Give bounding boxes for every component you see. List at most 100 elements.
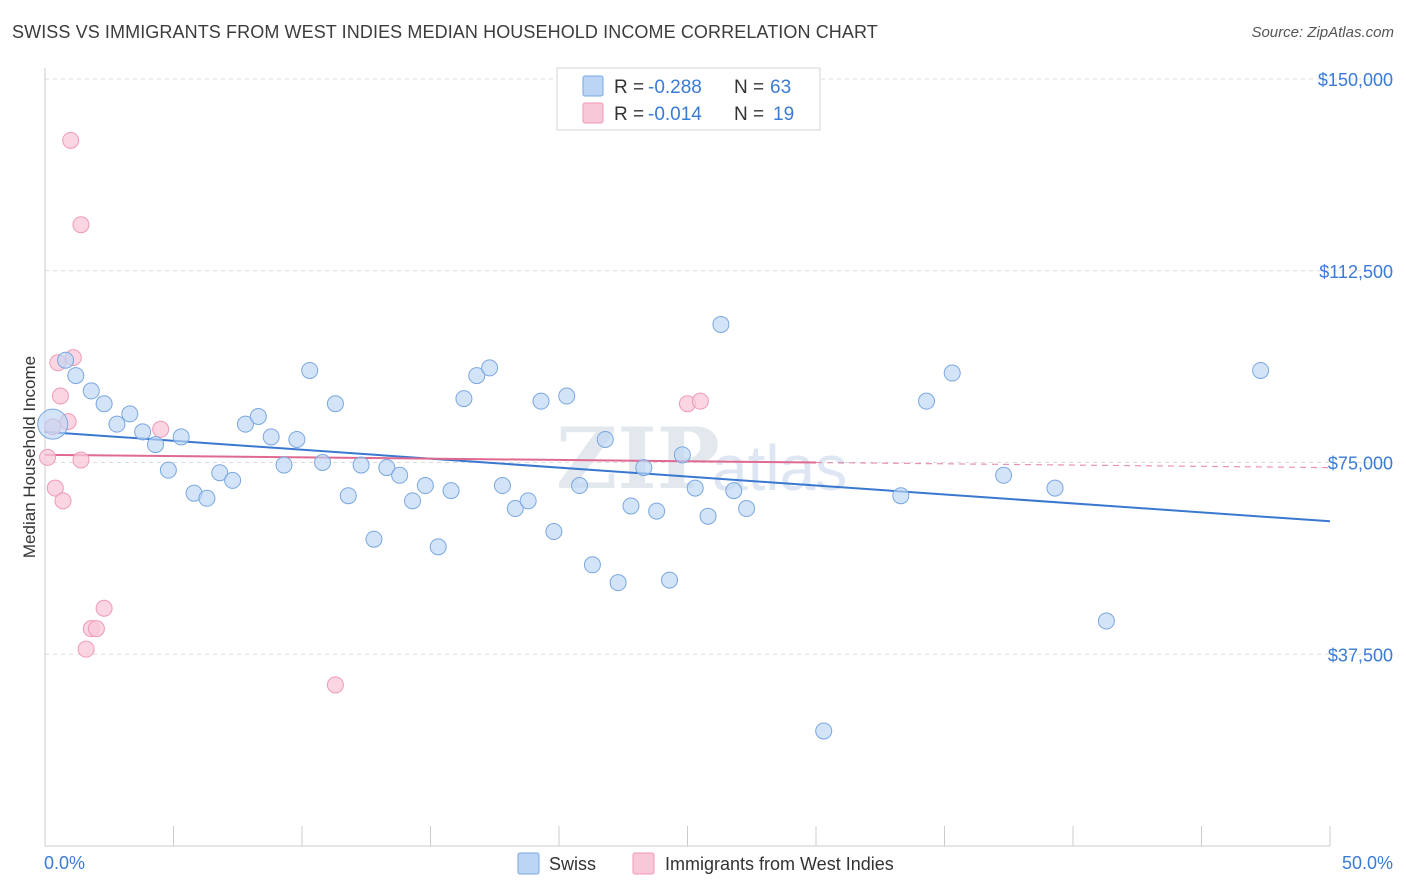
point-swiss-19 bbox=[288, 430, 306, 448]
point-swiss-18 bbox=[275, 456, 293, 474]
y-tick-label-1: $75,000 bbox=[1328, 454, 1393, 474]
legend-swatch-west-indies bbox=[582, 102, 604, 124]
x-ticks bbox=[173, 826, 1331, 846]
point-swiss-46 bbox=[635, 459, 653, 477]
point-swiss-26 bbox=[378, 459, 396, 477]
point-swiss-48 bbox=[661, 571, 679, 589]
point-swiss-29 bbox=[416, 477, 434, 495]
point-swiss-15 bbox=[236, 415, 254, 433]
source-label: Source: ZipAtlas.com bbox=[1251, 24, 1394, 41]
point-swiss-0 bbox=[37, 408, 69, 440]
point-swiss-36 bbox=[506, 500, 524, 518]
point-swiss-23 bbox=[339, 487, 357, 505]
point-west-indies-15 bbox=[152, 420, 170, 438]
point-swiss-16 bbox=[249, 407, 267, 425]
point-swiss-34 bbox=[481, 359, 499, 377]
x-tick-label-min: 0.0% bbox=[44, 853, 85, 873]
point-swiss-54 bbox=[738, 500, 756, 518]
point-swiss-44 bbox=[609, 574, 627, 592]
point-swiss-47 bbox=[648, 502, 666, 520]
legend-n-label-west-indies: N = bbox=[734, 104, 764, 125]
x-tick-label-max: 50.0% bbox=[1342, 853, 1393, 873]
point-west-indies-13 bbox=[87, 620, 105, 638]
point-swiss-2 bbox=[67, 367, 85, 385]
y-tick-label-3: $150,000 bbox=[1318, 70, 1393, 90]
point-west-indies-2 bbox=[46, 479, 64, 497]
legend-n-value-west-indies: 19 bbox=[773, 104, 794, 125]
legend-swatch-swiss bbox=[582, 75, 604, 97]
point-swiss-33 bbox=[468, 367, 486, 385]
point-swiss-41 bbox=[571, 477, 589, 495]
point-swiss-31 bbox=[442, 482, 460, 500]
point-west-indies-10 bbox=[72, 216, 90, 234]
point-swiss-60 bbox=[1046, 479, 1064, 497]
point-swiss-20 bbox=[301, 361, 319, 379]
legend: R = -0.288 N = 63 R = -0.014 N = 19 bbox=[556, 67, 821, 131]
legend-r-value-swiss: -0.288 bbox=[648, 77, 702, 98]
point-swiss-56 bbox=[892, 487, 910, 505]
point-west-indies-18 bbox=[691, 392, 709, 410]
grid-lines bbox=[45, 78, 1393, 655]
point-swiss-3 bbox=[82, 382, 100, 400]
point-swiss-37 bbox=[519, 492, 537, 510]
point-swiss-53 bbox=[725, 482, 743, 500]
bottom-legend-swatch-swiss bbox=[517, 852, 540, 875]
point-swiss-55 bbox=[815, 722, 833, 740]
point-west-indies-11 bbox=[77, 640, 95, 658]
point-swiss-13 bbox=[211, 464, 229, 482]
point-swiss-62 bbox=[1252, 361, 1270, 379]
point-swiss-4 bbox=[95, 395, 113, 413]
point-swiss-7 bbox=[134, 423, 152, 441]
point-swiss-25 bbox=[365, 530, 383, 548]
point-swiss-24 bbox=[352, 456, 370, 474]
point-swiss-57 bbox=[918, 392, 936, 410]
point-swiss-12 bbox=[198, 489, 216, 507]
point-swiss-27 bbox=[391, 466, 409, 484]
point-swiss-61 bbox=[1097, 612, 1115, 630]
point-swiss-51 bbox=[699, 507, 717, 525]
point-swiss-5 bbox=[108, 415, 126, 433]
bottom-legend-label-swiss: Swiss bbox=[549, 854, 596, 874]
point-swiss-17 bbox=[262, 428, 280, 446]
point-swiss-42 bbox=[583, 556, 601, 574]
point-swiss-6 bbox=[121, 405, 139, 423]
bottom-legend: Swiss Immigrants from West Indies bbox=[517, 852, 894, 875]
point-swiss-50 bbox=[686, 479, 704, 497]
series-swiss-points bbox=[37, 315, 1270, 740]
point-west-indies-9 bbox=[72, 451, 90, 469]
point-swiss-58 bbox=[943, 364, 961, 382]
point-swiss-49 bbox=[673, 446, 691, 464]
legend-r-label-west-indies: R = bbox=[614, 104, 644, 125]
y-tick-label-0: $37,500 bbox=[1328, 645, 1393, 665]
point-swiss-21 bbox=[314, 454, 332, 471]
y-tick-label-2: $112,500 bbox=[1319, 262, 1393, 282]
point-swiss-45 bbox=[622, 497, 640, 515]
point-swiss-9 bbox=[159, 461, 177, 479]
point-swiss-35 bbox=[493, 477, 511, 495]
point-swiss-30 bbox=[429, 538, 447, 556]
point-swiss-39 bbox=[545, 523, 563, 541]
point-west-indies-16 bbox=[326, 676, 344, 694]
point-west-indies-4 bbox=[51, 387, 69, 405]
point-swiss-59 bbox=[995, 466, 1013, 484]
trend-line-west-indies-extension bbox=[815, 461, 1331, 469]
point-swiss-43 bbox=[596, 430, 614, 448]
point-west-indies-14 bbox=[95, 599, 113, 617]
point-swiss-38 bbox=[532, 392, 550, 410]
point-swiss-10 bbox=[172, 428, 190, 446]
legend-r-value-west-indies: -0.014 bbox=[648, 104, 702, 125]
legend-n-value-swiss: 63 bbox=[770, 77, 791, 98]
point-swiss-14 bbox=[224, 471, 242, 489]
point-swiss-52 bbox=[712, 315, 730, 333]
point-west-indies-0 bbox=[39, 448, 57, 466]
point-swiss-40 bbox=[558, 387, 576, 405]
y-tick-labels: $37,500 $75,000 $112,500 $150,000 bbox=[1318, 70, 1393, 665]
point-west-indies-7 bbox=[62, 131, 80, 149]
legend-n-label-swiss: N = bbox=[734, 77, 764, 98]
point-swiss-28 bbox=[404, 492, 422, 510]
point-west-indies-5 bbox=[54, 492, 72, 510]
trend-line-swiss bbox=[44, 430, 1331, 523]
point-swiss-8 bbox=[147, 436, 165, 454]
point-swiss-1 bbox=[57, 351, 75, 369]
